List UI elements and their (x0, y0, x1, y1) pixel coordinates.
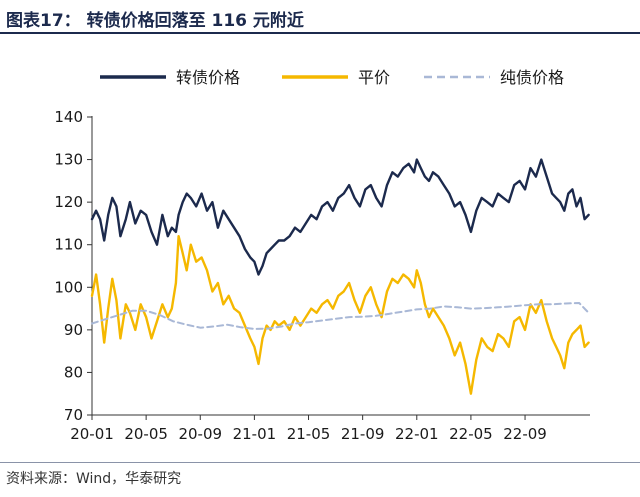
x-tick-label: 22-09 (503, 425, 547, 443)
axes: 70 80 90 100 110 120 130 140 20-01 20-05 20-09 21-0… (54, 108, 590, 443)
series-line-2 (90, 234, 590, 395)
x-tick-label: 22-05 (449, 425, 493, 443)
series-line-3 (91, 302, 590, 330)
y-tick-label: 110 (54, 236, 83, 254)
y-tick-label: 120 (54, 193, 83, 211)
x-tick-label: 21-01 (233, 425, 277, 443)
series-group (90, 158, 590, 395)
legend-label-2: 平价 (358, 68, 390, 87)
y-tick-label: 140 (54, 108, 83, 126)
x-tick-label: 20-09 (178, 425, 222, 443)
y-tick-label: 80 (64, 363, 83, 381)
x-tick-label: 20-05 (124, 425, 168, 443)
y-tick-label: 130 (54, 151, 83, 169)
chart-svg: 转债价格 平价 纯债价格 70 80 90 100 110 120 130 140 20-01 20-… (54, 68, 590, 443)
legend-label-1: 转债价格 (176, 68, 240, 87)
legend-label-3: 纯债价格 (500, 68, 564, 87)
series-line-1 (90, 158, 590, 276)
x-tick-label: 21-09 (341, 425, 385, 443)
y-tick-label: 100 (54, 278, 83, 296)
source-divider (0, 462, 640, 463)
y-tick-label: 70 (64, 406, 83, 424)
title-divider (0, 32, 640, 34)
source-note: 资料来源：Wind，华泰研究 (6, 471, 182, 487)
y-tick-label: 90 (64, 321, 83, 339)
x-tick-label: 22-01 (395, 425, 439, 443)
x-tick-label: 20-01 (70, 425, 114, 443)
line-chart: 转债价格 平价 纯债价格 70 80 90 100 110 120 130 140 20-01 20-… (0, 40, 640, 460)
title-bar: 图表17： 转债价格回落至 116 元附近 (0, 0, 640, 34)
x-tick-label: 21-05 (287, 425, 331, 443)
legend: 转债价格 平价 纯债价格 (100, 68, 564, 87)
chart-title: 图表17： 转债价格回落至 116 元附近 (6, 11, 304, 31)
